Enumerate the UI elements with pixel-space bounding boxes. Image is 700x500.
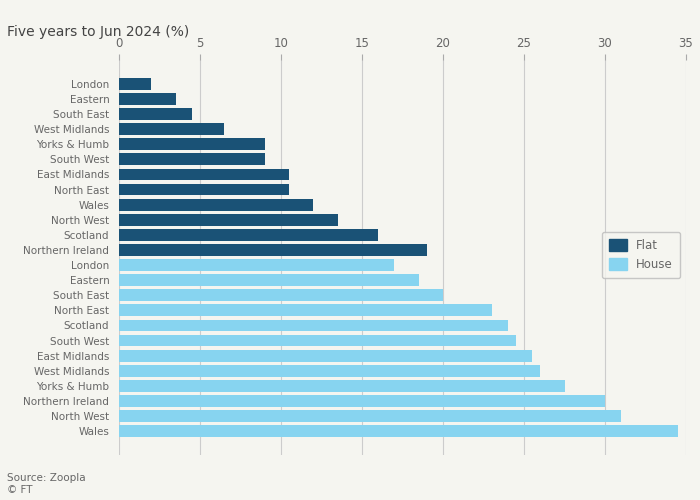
- Bar: [119, 395, 605, 407]
- Bar: [119, 320, 507, 332]
- Bar: [119, 78, 151, 90]
- Text: Five years to Jun 2024 (%): Five years to Jun 2024 (%): [7, 25, 189, 39]
- Bar: [119, 274, 419, 286]
- Bar: [119, 229, 378, 240]
- Bar: [119, 334, 516, 346]
- Bar: [119, 184, 289, 196]
- Bar: [119, 380, 564, 392]
- Bar: [119, 365, 540, 376]
- Text: Source: Zoopla
© FT: Source: Zoopla © FT: [7, 474, 85, 495]
- Bar: [119, 199, 314, 210]
- Bar: [119, 124, 224, 135]
- Bar: [119, 426, 678, 437]
- Bar: [119, 138, 265, 150]
- Bar: [119, 93, 176, 105]
- Bar: [119, 244, 427, 256]
- Bar: [119, 108, 192, 120]
- Bar: [119, 154, 265, 165]
- Bar: [119, 168, 289, 180]
- Bar: [119, 410, 621, 422]
- Legend: Flat, House: Flat, House: [602, 232, 680, 278]
- Bar: [119, 290, 443, 301]
- Bar: [119, 304, 491, 316]
- Bar: [119, 350, 532, 362]
- Bar: [119, 259, 394, 271]
- Bar: [119, 214, 337, 226]
